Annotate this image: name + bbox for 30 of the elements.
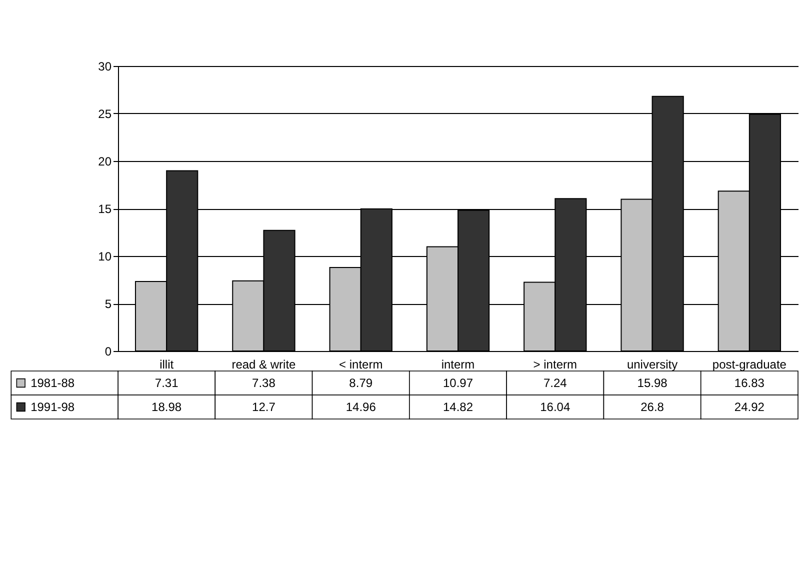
data-label: 16.04	[540, 400, 570, 414]
data-label: 14.82	[442, 400, 474, 414]
x-tick-label: university	[626, 358, 678, 372]
x-tick-label: > interm	[533, 358, 577, 372]
x-tick-label: illit	[160, 358, 174, 372]
y-tick-label: 0	[104, 344, 112, 358]
legend-label: 1991-98	[30, 400, 75, 414]
x-tick-label: post-graduate	[712, 358, 787, 372]
y-tick-label: 25	[98, 107, 112, 121]
data-label: 24.92	[734, 400, 765, 414]
data-label: 18.98	[152, 400, 182, 414]
data-label: 8.79	[349, 376, 373, 390]
data-label: 7.38	[252, 376, 276, 390]
data-label: 15.98	[637, 376, 668, 390]
data-label: 12.7	[252, 400, 276, 414]
legend-label: 1981-88	[30, 376, 75, 390]
y-tick-label: 15	[98, 202, 112, 216]
y-tick-label: 10	[98, 250, 112, 264]
x-tick-label: read & write	[232, 358, 296, 372]
data-label: 7.24	[543, 376, 568, 390]
y-tick-label: 20	[98, 154, 112, 168]
data-label: 10.97	[442, 376, 474, 390]
data-label: 7.31	[154, 376, 179, 390]
data-label: 26.8	[640, 400, 664, 414]
data-label: 16.83	[734, 376, 765, 390]
x-tick-label: interm	[441, 358, 475, 372]
y-tick-label: 5	[104, 297, 112, 311]
data-label: 14.96	[346, 400, 376, 414]
x-tick-label: < interm	[339, 358, 383, 372]
y-tick-label: 30	[98, 60, 112, 74]
